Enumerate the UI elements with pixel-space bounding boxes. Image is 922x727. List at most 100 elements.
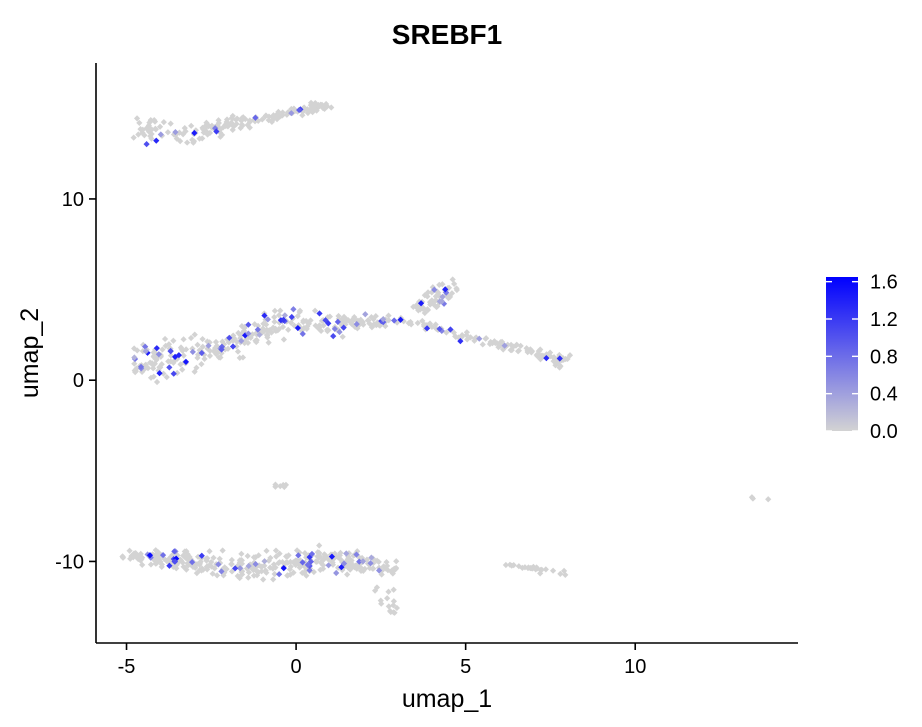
- cell-point: [261, 562, 268, 569]
- cell-point: [358, 554, 366, 562]
- cell-point: [218, 131, 226, 139]
- cell-point: [361, 565, 368, 572]
- cell-point: [377, 597, 384, 604]
- cell-point: [344, 316, 351, 324]
- cell-point: [244, 552, 251, 560]
- cell-point: [238, 323, 245, 330]
- cell-point: [339, 566, 346, 574]
- cell-point: [153, 345, 160, 352]
- cell-point: [348, 320, 355, 328]
- cell-point: [384, 595, 391, 602]
- cell-point: [393, 604, 401, 612]
- cell-point: [163, 557, 170, 565]
- cell-point: [370, 316, 377, 323]
- cell-point: [419, 317, 426, 325]
- cell-point: [228, 556, 235, 564]
- cell-point: [353, 551, 360, 558]
- cell-point: [562, 571, 569, 579]
- cell-point: [373, 584, 381, 591]
- cell-point: [299, 559, 306, 566]
- cell-point: [438, 298, 446, 305]
- cell-point: [287, 571, 294, 578]
- cell-point: [274, 327, 281, 334]
- cell-point: [243, 333, 250, 341]
- cell-point: [312, 322, 319, 329]
- cell-point: [476, 335, 483, 342]
- cell-point: [353, 320, 360, 328]
- cell-point: [259, 325, 267, 332]
- cell-point: [134, 347, 141, 354]
- cell-point: [383, 558, 390, 566]
- cell-point: [316, 310, 323, 317]
- cell-point: [510, 562, 517, 569]
- cell-point: [235, 329, 242, 337]
- cell-point: [189, 348, 196, 356]
- cell-point: [206, 339, 213, 346]
- cell-point: [136, 119, 143, 127]
- cell-point: [236, 557, 243, 564]
- cell-point: [188, 122, 195, 129]
- cell-point: [159, 346, 166, 353]
- cell-point: [325, 562, 332, 569]
- cell-point: [549, 567, 557, 574]
- cell-point: [224, 345, 232, 352]
- cell-point: [126, 547, 133, 554]
- cell-point: [296, 106, 303, 114]
- cell-point: [333, 569, 340, 577]
- cell-point: [201, 355, 208, 362]
- cell-point: [238, 550, 245, 557]
- cell-point: [290, 559, 297, 566]
- cell-point: [307, 317, 314, 324]
- cell-point: [259, 329, 266, 336]
- cell-point: [296, 564, 303, 571]
- cell-point: [277, 483, 284, 490]
- cell-point: [554, 359, 561, 366]
- cell-point: [495, 344, 502, 351]
- cell-point: [229, 343, 237, 350]
- cell-point: [223, 116, 231, 123]
- cell-point: [138, 368, 146, 376]
- cell-point: [556, 355, 563, 362]
- cell-point: [221, 569, 228, 576]
- cell-point: [436, 281, 443, 288]
- cell-point: [334, 564, 342, 571]
- cell-point: [237, 335, 244, 342]
- cell-point: [428, 297, 435, 304]
- cell-point: [148, 135, 155, 142]
- cell-point: [317, 101, 324, 108]
- cell-point: [337, 320, 344, 327]
- cell-point: [229, 126, 236, 133]
- cell-point: [428, 300, 435, 307]
- cell-point: [218, 350, 225, 357]
- cell-point: [284, 572, 291, 579]
- cell-point: [215, 117, 222, 124]
- cell-point: [331, 325, 338, 333]
- cell-point: [204, 338, 211, 345]
- cell-point: [164, 129, 172, 136]
- cell-point: [368, 554, 375, 561]
- cell-point: [146, 552, 154, 559]
- cell-point: [224, 336, 231, 343]
- cell-point: [421, 309, 428, 317]
- cell-point: [263, 321, 270, 328]
- cell-point: [214, 348, 222, 356]
- cell-point: [206, 548, 213, 555]
- cell-point: [417, 300, 425, 307]
- cell-point: [141, 132, 148, 139]
- cell-point: [179, 559, 186, 566]
- cell-point: [432, 297, 439, 304]
- cell-point: [334, 318, 341, 325]
- cell-point: [414, 319, 421, 327]
- cell-point: [167, 358, 174, 365]
- cell-point: [182, 554, 189, 562]
- cell-point: [261, 558, 268, 565]
- cell-point: [192, 561, 199, 568]
- cell-point: [226, 121, 233, 128]
- cell-point: [336, 328, 343, 336]
- cell-point: [171, 548, 178, 555]
- cell-point: [325, 556, 332, 563]
- cell-point: [270, 576, 277, 583]
- cell-point: [241, 324, 248, 332]
- cell-point: [471, 335, 479, 342]
